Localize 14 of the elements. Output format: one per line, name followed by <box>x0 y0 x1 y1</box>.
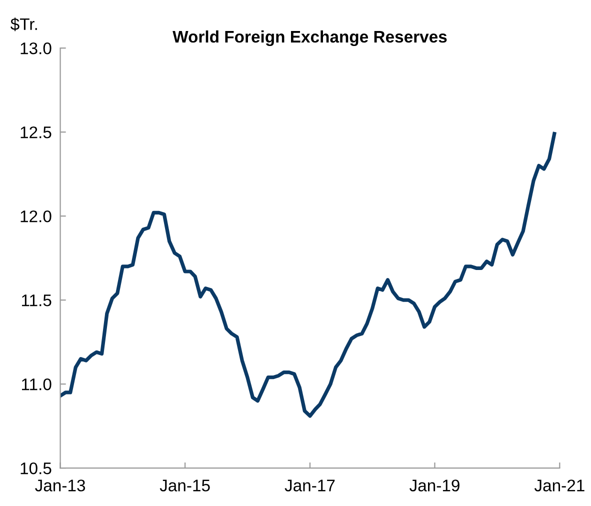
x-tick-label: Jan-21 <box>534 480 584 492</box>
y-tick-label: 10.5 <box>20 462 52 474</box>
chart-title: World Foreign Exchange Reserves <box>172 30 447 46</box>
x-tick-label: Jan-17 <box>284 480 335 492</box>
y-tick-label: 13.0 <box>20 42 52 54</box>
x-tick-label: Jan-13 <box>35 480 86 492</box>
y-tick-label: 11.5 <box>22 294 52 306</box>
line-series <box>60 132 556 418</box>
x-tick-label: Jan-19 <box>410 480 460 492</box>
y-tick-label: 12.0 <box>20 210 52 222</box>
x-tick-label: Jan-15 <box>160 480 210 492</box>
y-axis-title: $Tr. <box>10 18 37 32</box>
y-tick-label: 11.0 <box>22 378 52 390</box>
y-tick-label: 12.5 <box>20 126 52 138</box>
